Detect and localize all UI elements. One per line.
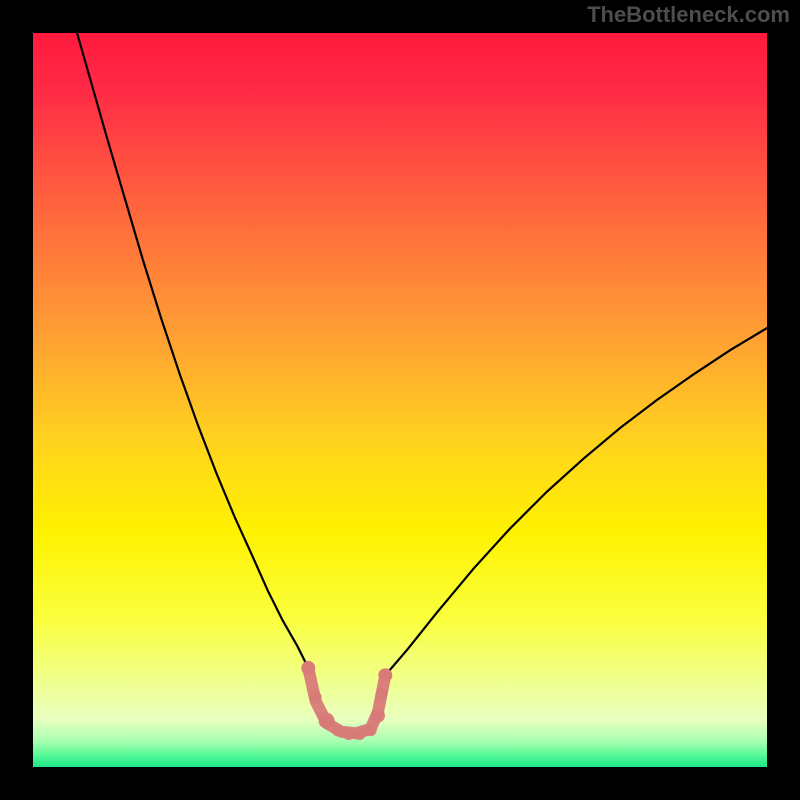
curves-layer	[33, 33, 767, 767]
bottom-marker-dot	[376, 688, 388, 700]
bottom-marker-dot	[378, 668, 392, 682]
bottom-marker-dot	[332, 724, 344, 736]
bottom-marker-dot	[319, 713, 335, 729]
bottom-marker	[301, 661, 392, 740]
bottom-marker-dot	[365, 724, 377, 736]
watermark-text: TheBottleneck.com	[587, 2, 790, 28]
bottom-marker-dot	[343, 728, 355, 740]
bottom-marker-dot	[301, 661, 315, 675]
curve-right	[385, 328, 767, 675]
plot-area	[33, 33, 767, 767]
bottom-marker-dot	[310, 691, 322, 703]
bottom-marker-dot	[371, 709, 385, 723]
bottom-marker-dot	[354, 728, 366, 740]
curve-left	[77, 33, 308, 668]
